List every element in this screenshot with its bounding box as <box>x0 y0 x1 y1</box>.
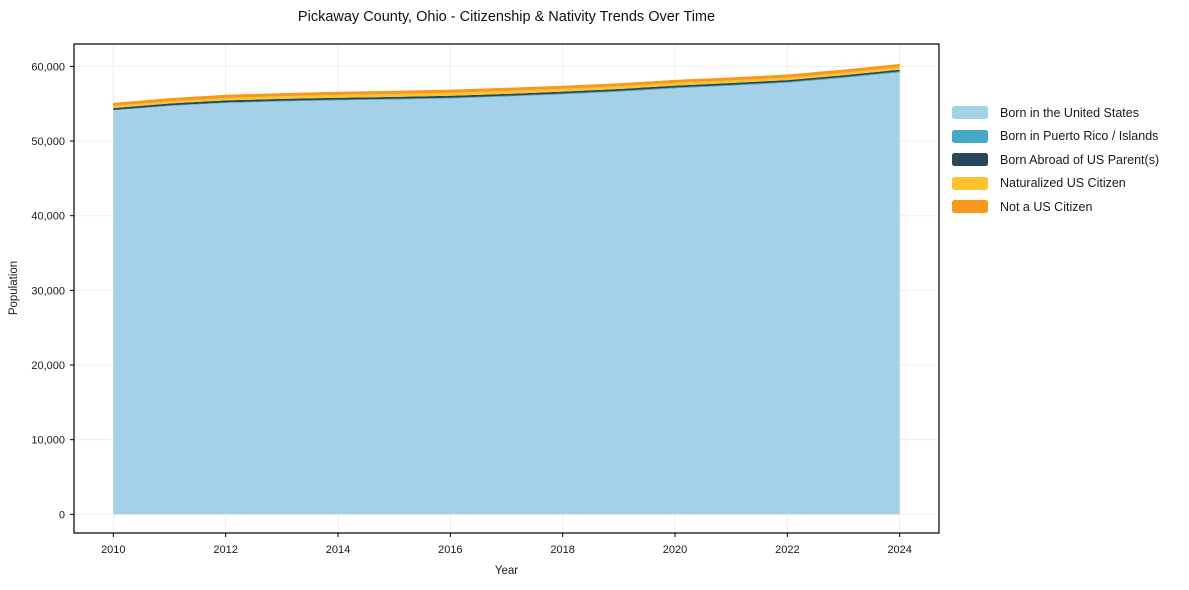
legend-item-born_abroad: Born Abroad of US Parent(s) <box>952 152 1160 167</box>
y-axis-label: Population <box>8 260 20 316</box>
y-tick-label: 20,000 <box>31 360 65 372</box>
legend-item-not_citizen: Not a US Citizen <box>952 199 1159 214</box>
x-tick-label: 2010 <box>101 544 125 556</box>
legend-swatch-naturalized <box>952 176 988 190</box>
legend-item-label: Not a US Citizen <box>1000 199 1093 214</box>
legend-item-label: Born in the United States <box>1000 105 1139 120</box>
area-born_abroad <box>113 69 900 110</box>
x-axis-label: Year <box>494 565 519 577</box>
x-tick-label: 2024 <box>887 544 911 556</box>
legend-item-label: Born in Puerto Rico / Islands <box>1000 129 1159 143</box>
y-tick-label: 50,000 <box>31 136 65 148</box>
chart-title: Pickaway County, Ohio - Citizenship & Na… <box>297 9 716 25</box>
area-naturalized <box>113 67 900 109</box>
plot-frame <box>73 43 940 534</box>
legend-item-born_pr_islands: Born in Puerto Rico / Islands <box>952 129 1159 143</box>
legend-item-label: Born Abroad of US Parent(s) <box>1000 152 1160 167</box>
y-tick-label: 40,000 <box>31 211 65 223</box>
x-tick-label: 2014 <box>326 544 350 556</box>
y-tick-label: 0 <box>59 509 65 521</box>
legend-swatch-born_abroad <box>952 153 988 166</box>
area-born_pr_islands <box>113 71 900 111</box>
y-tick-label: 30,000 <box>31 285 65 297</box>
area-born_us <box>113 72 900 515</box>
x-tick-label: 2012 <box>213 544 237 556</box>
x-tick-label: 2020 <box>663 544 687 556</box>
legend-swatch-not_citizen <box>952 200 988 213</box>
legend-item-label: Naturalized US Citizen <box>1000 176 1126 190</box>
x-tick-label: 2022 <box>775 544 799 556</box>
x-tick-label: 2018 <box>550 544 574 556</box>
x-tick-label: 2016 <box>438 544 462 556</box>
legend: Born in the United States Born in Puerto … <box>952 105 1160 214</box>
area-not_citizen <box>113 63 900 106</box>
legend-swatch-born_pr_islands <box>952 129 988 143</box>
legend-swatch-born_us <box>952 106 988 119</box>
y-tick-label: 10,000 <box>31 435 65 447</box>
legend-item-born_us: Born in the United States <box>952 105 1159 120</box>
y-tick-label: 60,000 <box>31 61 65 73</box>
legend-item-naturalized: Naturalized US Citizen <box>952 176 1159 190</box>
